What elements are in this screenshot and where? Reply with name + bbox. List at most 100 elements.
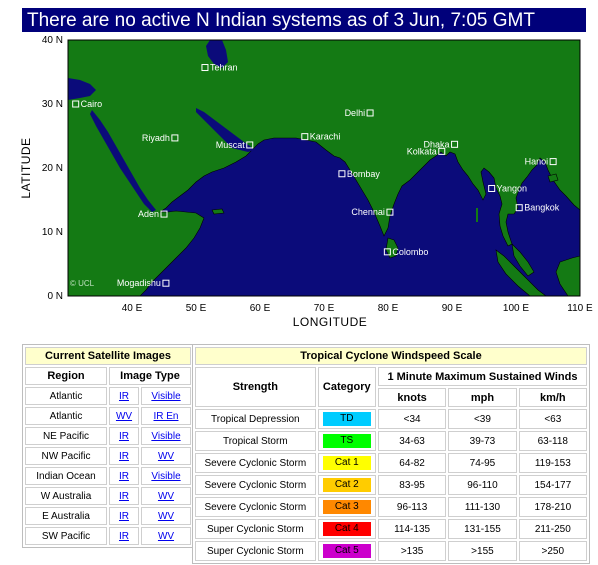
lat-tick-label: 40 N — [42, 35, 63, 46]
banner-text: There are no active N Indian systems as … — [27, 10, 535, 31]
satellite-image-link[interactable]: IR — [119, 510, 129, 522]
strength-cell: Super Cyclonic Storm — [195, 541, 316, 561]
city-label: Delhi — [345, 108, 366, 118]
city-square-icon — [201, 64, 209, 72]
satellite-image-link[interactable]: Visible — [151, 470, 181, 482]
satellite-image-link[interactable]: WV — [157, 510, 175, 522]
knots-header: knots — [377, 388, 447, 407]
malay-peninsula — [511, 243, 535, 277]
region-cell: NW Pacific — [25, 447, 107, 465]
mph-cell: 96-110 — [448, 475, 517, 495]
satellite-image-link[interactable]: IR — [119, 430, 129, 442]
category-badge: Cat 5 — [322, 544, 371, 558]
city-marker: Mogadishu — [117, 278, 170, 288]
city-label: Aden — [138, 209, 159, 219]
city-label: Cairo — [81, 99, 103, 109]
satellite-row: SW Pacific IR WV — [25, 527, 191, 545]
kmh-cell: <63 — [518, 409, 587, 429]
mph-cell: 74-95 — [448, 453, 517, 473]
persian-gulf — [196, 108, 254, 152]
city-label: Muscat — [216, 140, 246, 150]
lon-tick-label: 50 E — [186, 303, 207, 314]
satellite-image-link[interactable]: WV — [115, 410, 133, 422]
city-label: Bangkok — [524, 203, 560, 213]
strength-cell: Tropical Depression — [195, 409, 316, 429]
category-badge: Cat 3 — [322, 500, 371, 514]
satellite-image-link[interactable]: IR — [119, 470, 129, 482]
satellite-image-link[interactable]: IR — [119, 530, 129, 542]
city-square-icon — [72, 100, 80, 108]
region-cell: Indian Ocean — [25, 467, 107, 485]
city-square-icon — [383, 248, 391, 256]
category-cell: TD — [317, 409, 376, 429]
satellite-image-link[interactable]: Visible — [151, 430, 181, 442]
category-badge: TS — [322, 434, 371, 448]
latitude-ticks: 40 N 30 N 20 N 10 N 0 N — [42, 35, 63, 302]
city-marker: Hanoi — [525, 157, 557, 167]
region-header: Region — [25, 367, 107, 385]
strength-cell: Severe Cyclonic Storm — [195, 475, 316, 495]
region-cell: Atlantic — [25, 407, 107, 425]
status-banner: There are no active N Indian systems as … — [22, 8, 586, 32]
city-square-icon — [451, 140, 459, 148]
region-cell: SW Pacific — [25, 527, 107, 545]
category-badge: Cat 2 — [322, 478, 371, 492]
region-cell: E Australia — [25, 507, 107, 525]
city-label: Chennai — [351, 207, 385, 217]
satellite-image-link[interactable]: WV — [157, 530, 175, 542]
lat-tick-label: 30 N — [42, 99, 63, 110]
image-link-cell: IR — [109, 487, 139, 505]
city-marker: Colombo — [383, 247, 428, 257]
lat-tick-label: 20 N — [42, 163, 63, 174]
knots-cell: 34-63 — [377, 431, 447, 451]
strength-cell: Severe Cyclonic Storm — [195, 497, 316, 517]
strength-cell: Severe Cyclonic Storm — [195, 453, 316, 473]
lat-tick-label: 10 N — [42, 227, 63, 238]
knots-cell: <34 — [377, 409, 447, 429]
city-square-icon — [366, 109, 374, 117]
city-markers: Tehran Cairo Delhi Riyadh Karachi Muscat Dhaka… — [72, 63, 560, 288]
image-link-cell: Visible — [141, 467, 191, 485]
mph-cell: <39 — [448, 409, 517, 429]
image-link-cell: IR — [109, 527, 139, 545]
x-axis-title: LONGITUDE — [293, 315, 368, 329]
satellite-image-link[interactable]: WV — [157, 490, 175, 502]
satellite-row: E Australia IR WV — [25, 507, 191, 525]
y-axis-title: LATITUDE — [19, 137, 33, 198]
land-northern — [68, 40, 580, 296]
city-marker: Cairo — [72, 99, 103, 109]
city-marker: Bombay — [338, 169, 381, 179]
satellite-image-link[interactable]: WV — [157, 450, 175, 462]
strength-cell: Tropical Storm — [195, 431, 316, 451]
lon-tick-label: 40 E — [122, 303, 143, 314]
satellite-table-caption: Current Satellite Images — [25, 347, 191, 365]
kmh-header: km/h — [518, 388, 587, 407]
kmh-cell: 178-210 — [518, 497, 587, 517]
windscale-row: Severe Cyclonic Storm Cat 1 64-82 74-95 119-… — [195, 453, 587, 473]
category-cell: Cat 5 — [317, 541, 376, 561]
knots-cell: 96-113 — [377, 497, 447, 517]
windscale-row: Severe Cyclonic Storm Cat 2 83-95 96-110 154… — [195, 475, 587, 495]
satellite-image-link[interactable]: Visible — [151, 390, 181, 402]
city-label: Bombay — [347, 169, 381, 179]
windscale-row: Tropical Depression TD <34 <39 <63 — [195, 409, 587, 429]
satellite-row: NW Pacific IR WV — [25, 447, 191, 465]
satellite-image-link[interactable]: IR — [119, 390, 129, 402]
map-frame — [67, 39, 581, 297]
caspian-sea — [206, 40, 228, 68]
sri-lanka — [385, 237, 399, 259]
longitude-ticks: 40 E 50 E 60 E 70 E 80 E 90 E 100 E 110 E — [122, 303, 593, 314]
satellite-image-link[interactable]: IR — [119, 490, 129, 502]
city-label: Karachi — [310, 132, 341, 142]
city-label: Yangon — [497, 183, 527, 193]
city-label: Colombo — [392, 247, 428, 257]
satellite-image-link[interactable]: IR En — [153, 410, 179, 422]
kmh-cell: 63-118 — [518, 431, 587, 451]
city-label: Hanoi — [525, 157, 549, 167]
lon-tick-label: 110 E — [567, 303, 593, 314]
satellite-image-link[interactable]: IR — [119, 450, 129, 462]
category-cell: Cat 4 — [317, 519, 376, 539]
city-marker: Delhi — [345, 108, 374, 118]
strength-cell: Super Cyclonic Storm — [195, 519, 316, 539]
windscale-row: Tropical Storm TS 34-63 39-73 63-118 — [195, 431, 587, 451]
